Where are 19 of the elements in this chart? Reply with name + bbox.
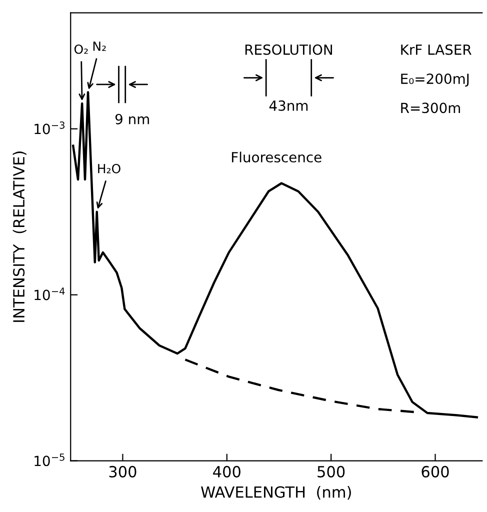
y-tick-label: 10$^{−5}$ [34, 454, 64, 466]
annotation: RESOLUTION [245, 44, 332, 55]
annotation: KrF LASER [401, 44, 472, 55]
annotation: E₀=200mJ [401, 74, 469, 87]
y-tick-label: 10$^{−3}$ [34, 121, 64, 134]
y-tick-label: 10$^{−4}$ [34, 288, 65, 300]
annotation: R=300m [401, 102, 460, 114]
x-tick-label: 400 [213, 466, 240, 478]
x-tick-label: 600 [422, 466, 449, 478]
annotation: 43nm [269, 100, 308, 111]
annotation: H₂O [98, 164, 120, 174]
annotation: 9 nm [115, 114, 149, 124]
annotation: Fluorescence [232, 152, 322, 162]
x-tick-label: 300 [109, 466, 136, 478]
annotation: N₂ [93, 42, 106, 51]
x-tick-label: 500 [318, 466, 345, 478]
annotation: O₂ [74, 44, 88, 54]
y-axis-title: INTENSITY (RELATIVE) [12, 152, 26, 322]
x-axis-title: WAVELENGTH (nm) [201, 486, 351, 500]
